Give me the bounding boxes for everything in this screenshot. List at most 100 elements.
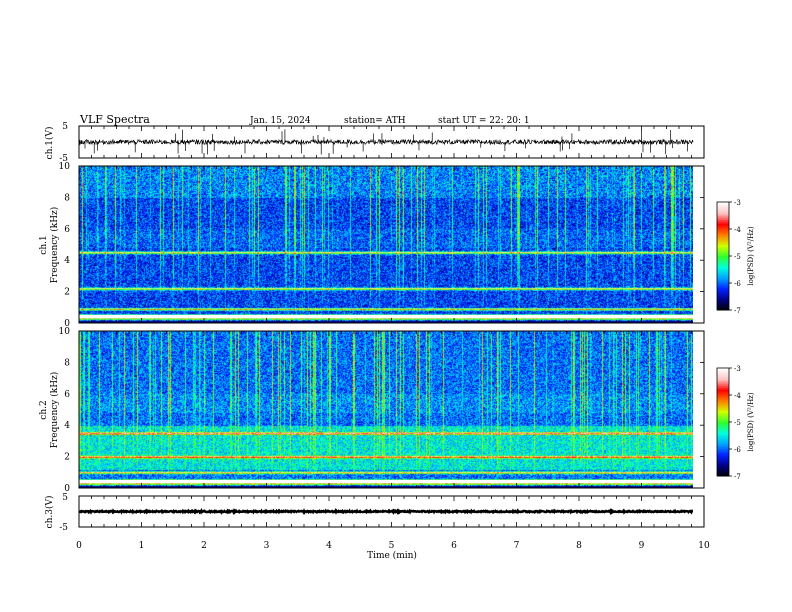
colorbar-swatch	[717, 411, 729, 414]
colorbar-swatch	[717, 268, 729, 271]
colorbar-tick-label: -5	[734, 253, 741, 261]
ch1-colorbar: -3 -4 -5 -6 -7 log(PSD) (V²/Hz)	[716, 199, 755, 315]
x-tick-label: 2	[201, 541, 207, 551]
ch1-spectrogram-image	[79, 166, 693, 323]
colorbar-swatch	[717, 214, 729, 217]
colorbar-swatch	[717, 301, 729, 304]
colorbar-label: log(PSD) (V²/Hz)	[747, 392, 755, 451]
header-start-ut: start UT = 22: 20: 1	[438, 116, 530, 126]
ch1-spec-ticks	[78, 166, 705, 323]
ch1-wave-ytick-bottom: -5	[59, 154, 68, 164]
colorbar-label: log(PSD) (V²/Hz)	[747, 226, 755, 285]
colorbar-tick-label: -4	[734, 392, 741, 400]
ch1-waveform-panel: ch.1(V) 5 -5	[44, 122, 705, 164]
colorbar-swatch	[717, 241, 729, 244]
ch1-spectrogram-panel: ch.1 Frequency (kHz) 0 2 4 6 8 10 -3 -4 -5 -6 -7 l…	[39, 162, 755, 329]
colorbar-swatch	[717, 470, 729, 473]
colorbar-swatch	[717, 212, 729, 216]
colorbar-swatch	[717, 461, 729, 464]
x-tick-label: 8	[576, 541, 582, 551]
colorbar-swatch	[717, 468, 729, 472]
colorbar-swatch	[717, 431, 729, 434]
colorbar-swatch	[717, 456, 729, 459]
colorbar-swatch	[717, 236, 729, 239]
ch1-waveform-ticks	[78, 126, 705, 158]
header-station: station= ATH	[344, 116, 406, 126]
colorbar-swatch	[717, 256, 729, 259]
y-tick-label: 4	[64, 421, 70, 431]
colorbar-swatch	[717, 395, 729, 398]
colorbar-swatch	[717, 302, 729, 306]
colorbar-swatch	[717, 387, 729, 391]
ch3-waveform-panel: ch.3(V) 5 -5	[44, 493, 705, 533]
colorbar-swatch	[717, 306, 729, 309]
waveform-line	[78, 507, 694, 516]
ch2-spectrogram-image	[79, 331, 693, 488]
spectrogram-raster	[79, 331, 693, 488]
colorbar-swatch	[717, 274, 729, 277]
colorbar-swatch	[717, 407, 729, 410]
colorbar-swatch	[717, 220, 729, 223]
figure-title: VLF Spectra	[79, 113, 150, 126]
colorbar-swatch	[717, 257, 729, 261]
x-tick-label: 3	[264, 541, 270, 551]
header-date: Jan. 15, 2024	[249, 116, 311, 126]
colorbar-swatch	[717, 416, 729, 419]
colorbar-swatch	[717, 225, 729, 228]
colorbar-swatch	[717, 414, 729, 418]
colorbar-swatch	[717, 472, 729, 475]
colorbar-swatch	[717, 266, 729, 270]
colorbar-swatch	[717, 400, 729, 403]
colorbar-swatch	[717, 239, 729, 243]
colorbar-swatch	[717, 248, 729, 252]
colorbar-swatch	[717, 247, 729, 250]
colorbar-swatch	[717, 283, 729, 286]
ch2-colorbar: -3 -4 -5 -6 -7 log(PSD) (V²/Hz)	[716, 365, 755, 481]
x-tick-label: 4	[326, 541, 332, 551]
colorbar-swatch	[717, 293, 729, 297]
colorbar-swatch	[717, 205, 729, 208]
colorbar-swatch	[717, 286, 729, 289]
colorbar-swatch	[717, 209, 729, 212]
colorbar-swatch	[717, 297, 729, 300]
colorbar-swatch	[717, 454, 729, 457]
colorbar-swatch	[717, 396, 729, 400]
colorbar-swatch	[717, 458, 729, 461]
colorbar-swatch	[717, 221, 729, 225]
colorbar-swatch	[717, 371, 729, 374]
colorbar-swatch	[717, 261, 729, 264]
colorbar-swatch	[717, 418, 729, 421]
colorbar-swatch	[717, 467, 729, 470]
colorbar-swatch	[717, 423, 729, 427]
ch2-spectrogram-panel: ch.2 Frequency (kHz) 0 2 4 6 8 10 -3 -4 -5 -6 -7 l…	[39, 327, 755, 494]
ch1-wave-ytick-top: 5	[62, 122, 68, 132]
colorbar-swatch	[717, 245, 729, 248]
colorbar-swatch	[717, 272, 729, 275]
colorbar-swatch	[717, 425, 729, 428]
x-tick-label: 10	[698, 541, 710, 551]
x-axis-label: Time (min)	[367, 550, 417, 561]
ch3-wave-ytick-top: 5	[62, 493, 68, 503]
colorbar-swatch	[717, 420, 729, 423]
waveform-line	[78, 138, 694, 146]
colorbar-swatch	[717, 234, 729, 237]
colorbar-swatch	[717, 434, 729, 437]
y-tick-label: 10	[59, 327, 71, 337]
colorbar-swatch	[717, 432, 729, 436]
colorbar-swatch	[717, 429, 729, 432]
colorbar-swatch	[717, 436, 729, 439]
colorbar-swatch	[717, 279, 729, 282]
colorbar-swatch	[717, 216, 729, 219]
y-tick-label: 8	[64, 193, 70, 203]
colorbar-swatch	[717, 380, 729, 383]
colorbar-swatch	[717, 238, 729, 241]
colorbar-swatch	[717, 447, 729, 450]
colorbar-swatch	[717, 304, 729, 307]
colorbar-swatch	[717, 299, 729, 302]
ch3-waveform-ticks	[78, 496, 705, 527]
x-tick-label: 0	[76, 541, 82, 551]
x-tick-label: 7	[514, 541, 520, 551]
colorbar-swatch	[717, 393, 729, 396]
x-tick-label: 5	[389, 541, 395, 551]
colorbar-swatch	[717, 223, 729, 226]
